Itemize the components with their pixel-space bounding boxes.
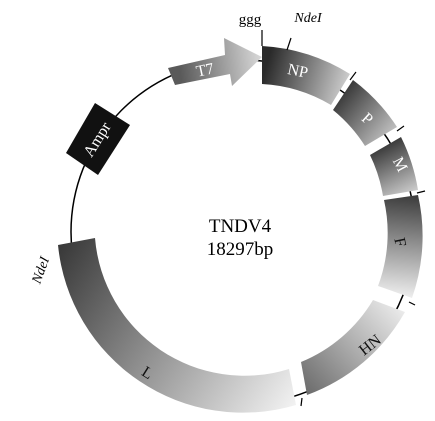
- m-label: M: [389, 154, 411, 175]
- segment-f: F: [378, 195, 423, 298]
- segment-t7: T7: [168, 38, 262, 86]
- segment-l: L: [58, 238, 296, 413]
- t7-label: T7: [195, 60, 216, 80]
- segment-ampr: Ampr: [66, 103, 130, 175]
- segment-p: P: [333, 80, 397, 146]
- segment-m: M: [370, 137, 418, 196]
- segment-hn: HN: [301, 300, 405, 395]
- ndei-top-label: NdeI: [293, 11, 323, 26]
- junction-ticks: [261, 30, 426, 407]
- f-label: F: [390, 236, 408, 248]
- plasmid-name: TNDV4: [209, 216, 272, 237]
- plasmid-size: 18297bp: [207, 239, 274, 260]
- ggg-label: ggg: [239, 12, 262, 28]
- np-label: NP: [286, 61, 310, 82]
- segment-np: NP: [262, 46, 350, 105]
- ndei-left-label: NdeI: [29, 254, 53, 287]
